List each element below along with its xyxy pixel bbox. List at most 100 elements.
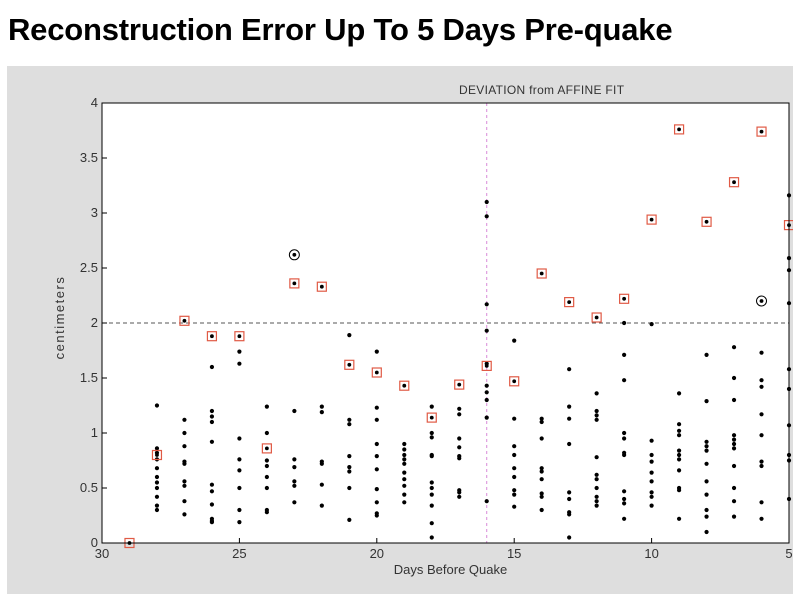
data-point xyxy=(622,489,627,494)
x-tick-label: 5 xyxy=(785,546,792,561)
max-deviation-point xyxy=(347,362,352,367)
data-point xyxy=(676,452,682,458)
max-deviation-marker xyxy=(564,297,575,308)
data-point xyxy=(347,517,352,522)
data-point xyxy=(402,461,407,466)
max-deviation-marker xyxy=(371,367,382,378)
max-deviation-marker xyxy=(536,268,547,279)
data-point xyxy=(154,507,160,513)
data-point xyxy=(429,485,434,491)
y-tick-label: 0 xyxy=(91,535,98,550)
data-point xyxy=(539,477,544,482)
data-point xyxy=(704,352,709,357)
max-deviation-marker xyxy=(399,380,410,391)
data-point xyxy=(676,428,682,433)
max-deviation-point xyxy=(759,129,764,134)
data-point xyxy=(429,404,434,409)
outlier-marker xyxy=(756,295,768,307)
data-point xyxy=(292,479,297,484)
data-point xyxy=(182,430,187,436)
max-deviation-marker xyxy=(151,449,163,461)
data-point xyxy=(622,501,627,506)
data-point xyxy=(374,349,379,354)
data-point xyxy=(594,408,599,414)
data-point xyxy=(512,504,517,509)
max-deviation-point xyxy=(732,180,736,185)
data-point xyxy=(264,474,269,480)
data-point xyxy=(429,503,434,508)
data-point xyxy=(731,375,737,381)
data-point xyxy=(264,404,269,409)
max-deviation-point xyxy=(677,127,681,132)
max-deviation-square xyxy=(234,331,245,342)
data-point xyxy=(676,422,682,427)
data-point xyxy=(182,417,187,422)
data-point xyxy=(484,199,489,205)
data-point xyxy=(676,468,682,473)
data-point xyxy=(622,430,627,436)
max-deviation-marker xyxy=(454,379,465,390)
data-point xyxy=(512,444,517,449)
data-point xyxy=(347,422,352,427)
data-point xyxy=(512,474,517,480)
max-deviation-marker xyxy=(756,126,767,137)
data-point xyxy=(402,457,407,462)
data-point xyxy=(759,433,764,438)
data-point xyxy=(374,500,379,505)
max-deviation-point xyxy=(319,284,324,289)
max-deviation-square xyxy=(481,360,492,371)
data-point xyxy=(237,436,242,441)
data-point xyxy=(731,514,737,519)
y-axis-label: centimeters xyxy=(52,276,67,360)
outlier-ring xyxy=(756,295,768,307)
data-point xyxy=(374,467,379,472)
max-deviation-point xyxy=(539,271,544,276)
data-point xyxy=(429,535,434,540)
data-point xyxy=(594,417,599,422)
y-tick-label: 3.5 xyxy=(80,150,98,165)
data-point xyxy=(649,494,654,499)
data-point xyxy=(319,503,324,508)
data-point xyxy=(484,390,489,395)
data-point xyxy=(649,452,654,458)
max-deviation-marker xyxy=(289,278,300,289)
data-point xyxy=(649,459,654,464)
data-point xyxy=(759,463,764,469)
data-point xyxy=(209,520,215,525)
data-point xyxy=(457,445,462,450)
data-point xyxy=(594,485,599,491)
data-point xyxy=(731,499,737,504)
data-point xyxy=(237,468,242,473)
max-deviation-square xyxy=(179,315,190,326)
data-point xyxy=(704,439,709,444)
max-deviation-marker xyxy=(619,293,630,304)
data-point xyxy=(704,448,709,453)
outlier-ring xyxy=(288,249,300,261)
max-deviation-point xyxy=(155,453,159,457)
max-deviation-square xyxy=(564,297,575,308)
data-point xyxy=(539,469,544,474)
max-deviation-marker xyxy=(509,376,520,387)
data-point xyxy=(457,456,462,461)
y-tick-label: 3 xyxy=(91,205,98,220)
max-deviation-square xyxy=(591,312,602,323)
data-point xyxy=(402,452,407,458)
data-point xyxy=(704,461,709,466)
max-deviation-point xyxy=(264,446,269,451)
max-deviation-marker xyxy=(426,412,437,423)
data-point xyxy=(457,436,462,441)
data-point xyxy=(429,480,434,485)
data-point xyxy=(649,479,654,484)
max-deviation-point xyxy=(429,415,434,420)
max-deviation-square xyxy=(619,293,630,304)
data-point xyxy=(594,494,599,499)
data-point xyxy=(649,470,654,475)
max-deviation-square xyxy=(371,367,382,378)
outlier-point xyxy=(292,252,297,257)
data-point xyxy=(457,406,462,411)
chart-title: DEVIATION from AFFINE FIT xyxy=(459,83,625,97)
data-point xyxy=(402,441,407,447)
data-point xyxy=(429,435,434,440)
max-deviation-point xyxy=(457,382,462,387)
data-point xyxy=(484,415,489,420)
